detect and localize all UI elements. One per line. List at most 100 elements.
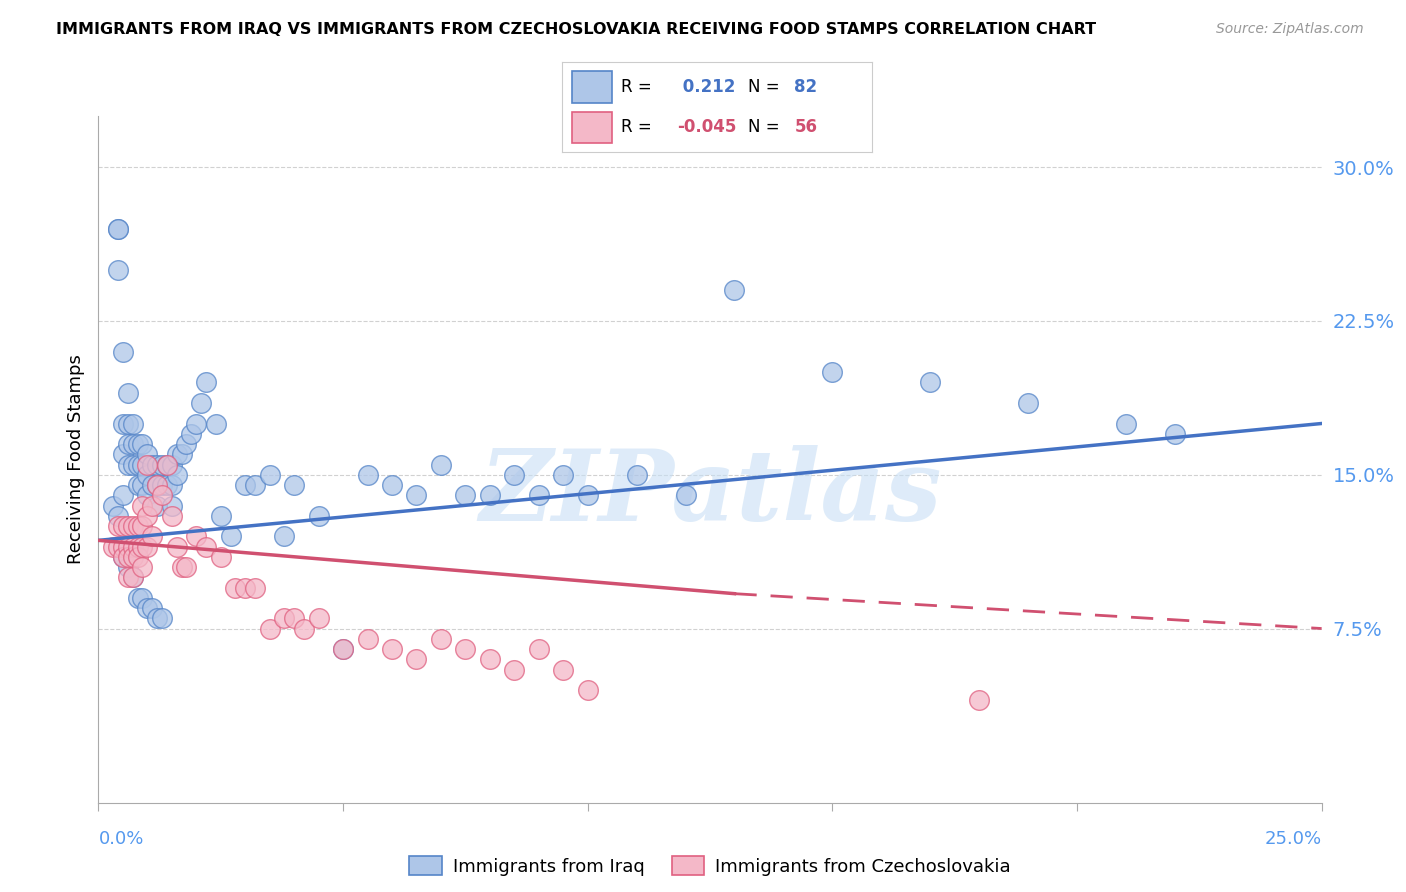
Point [146,478,169,492]
Point [527,642,550,657]
Point [170,560,193,574]
Point [243,478,266,492]
Point [166,447,188,461]
Point [150,478,173,492]
Point [170,447,193,461]
Point [308,611,330,625]
Point [180,426,202,441]
Point [527,488,550,502]
Y-axis label: Receiving Food Stamps: Receiving Food Stamps [66,354,84,565]
Point [205,417,228,431]
Point [111,344,134,359]
Point [356,467,378,482]
Text: R =: R = [621,78,652,96]
Bar [572,71,612,103]
Point [117,417,139,431]
Point [107,540,129,554]
Point [136,467,159,482]
Text: ZIPatlas: ZIPatlas [479,445,941,542]
Text: 82: 82 [794,78,817,96]
Point [186,529,208,543]
Point [176,437,198,451]
Point [156,458,179,472]
Point [101,540,124,554]
Point [131,458,153,472]
Point [117,549,139,564]
Point [121,549,143,564]
Point [107,221,129,235]
Point [821,365,844,379]
Point [454,642,477,657]
Point [136,458,159,472]
Point [224,581,246,595]
Point [121,417,143,431]
Text: 0.212: 0.212 [676,78,735,96]
Point [131,519,153,533]
Point [101,499,124,513]
Point [117,560,139,574]
Point [121,458,143,472]
Text: 56: 56 [794,118,817,136]
Point [920,376,942,390]
Point [141,499,163,513]
Point [405,652,427,666]
Point [576,488,599,502]
Point [503,663,526,677]
Point [292,622,315,636]
Point [127,437,149,451]
Point [160,499,183,513]
Point [332,642,354,657]
Point [136,508,159,523]
Point [117,385,139,400]
Point [131,499,153,513]
Point [233,478,256,492]
Point [1115,417,1137,431]
Text: R =: R = [621,118,652,136]
Point [190,396,212,410]
Point [195,540,218,554]
Point [259,467,281,482]
Point [127,591,149,605]
Point [117,458,139,472]
Point [121,519,143,533]
Point [131,591,153,605]
Point [127,540,149,554]
Point [454,488,477,502]
Point [553,663,575,677]
Point [111,417,134,431]
Bar [572,112,612,143]
Point [136,601,159,615]
Point [107,262,129,277]
Point [111,549,134,564]
Point [150,458,173,472]
Point [1164,426,1187,441]
Text: N =: N = [748,78,779,96]
Point [273,529,295,543]
Point [381,642,404,657]
Point [308,508,330,523]
Point [146,458,169,472]
Point [141,478,163,492]
Point [111,447,134,461]
Point [146,611,169,625]
Point [136,540,159,554]
Point [136,488,159,502]
Point [166,467,188,482]
Text: N =: N = [748,118,779,136]
Point [131,437,153,451]
Point [111,519,134,533]
Point [117,570,139,584]
Point [195,376,218,390]
Point [107,519,129,533]
Point [111,549,134,564]
Point [209,549,232,564]
Point [283,611,305,625]
Point [156,458,179,472]
Point [283,478,305,492]
Point [576,683,599,698]
Point [675,488,697,502]
Point [176,560,198,574]
Point [233,581,256,595]
Point [121,540,143,554]
Point [160,458,183,472]
